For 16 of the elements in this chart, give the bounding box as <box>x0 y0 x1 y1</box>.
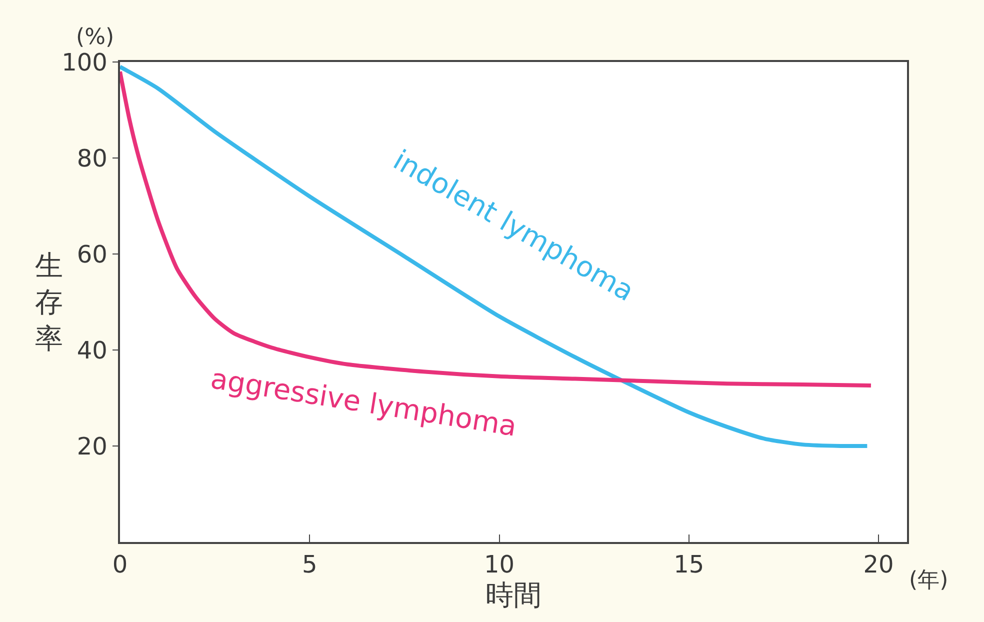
y-tick-label: 40 <box>76 336 108 364</box>
x-tick-label: 15 <box>674 550 704 579</box>
y-tick-label: 60 <box>76 240 108 268</box>
y-tick-label: 20 <box>76 432 108 460</box>
x-tick-label: 0 <box>112 550 128 579</box>
line-series <box>120 64 870 448</box>
x-tick-label: 20 <box>863 550 894 579</box>
text: (年) <box>909 568 948 593</box>
y-axis-title: 生存率 <box>35 249 63 355</box>
x-tick-label: 10 <box>484 550 515 579</box>
x-axis-title: 時間 <box>486 578 542 612</box>
x-tick-label: 5 <box>302 550 318 579</box>
y-tick-label: 100 <box>62 48 108 76</box>
text: aggressive lymphoma <box>208 362 519 443</box>
y-tick-label: 80 <box>76 144 108 172</box>
text: (%) <box>76 25 114 50</box>
